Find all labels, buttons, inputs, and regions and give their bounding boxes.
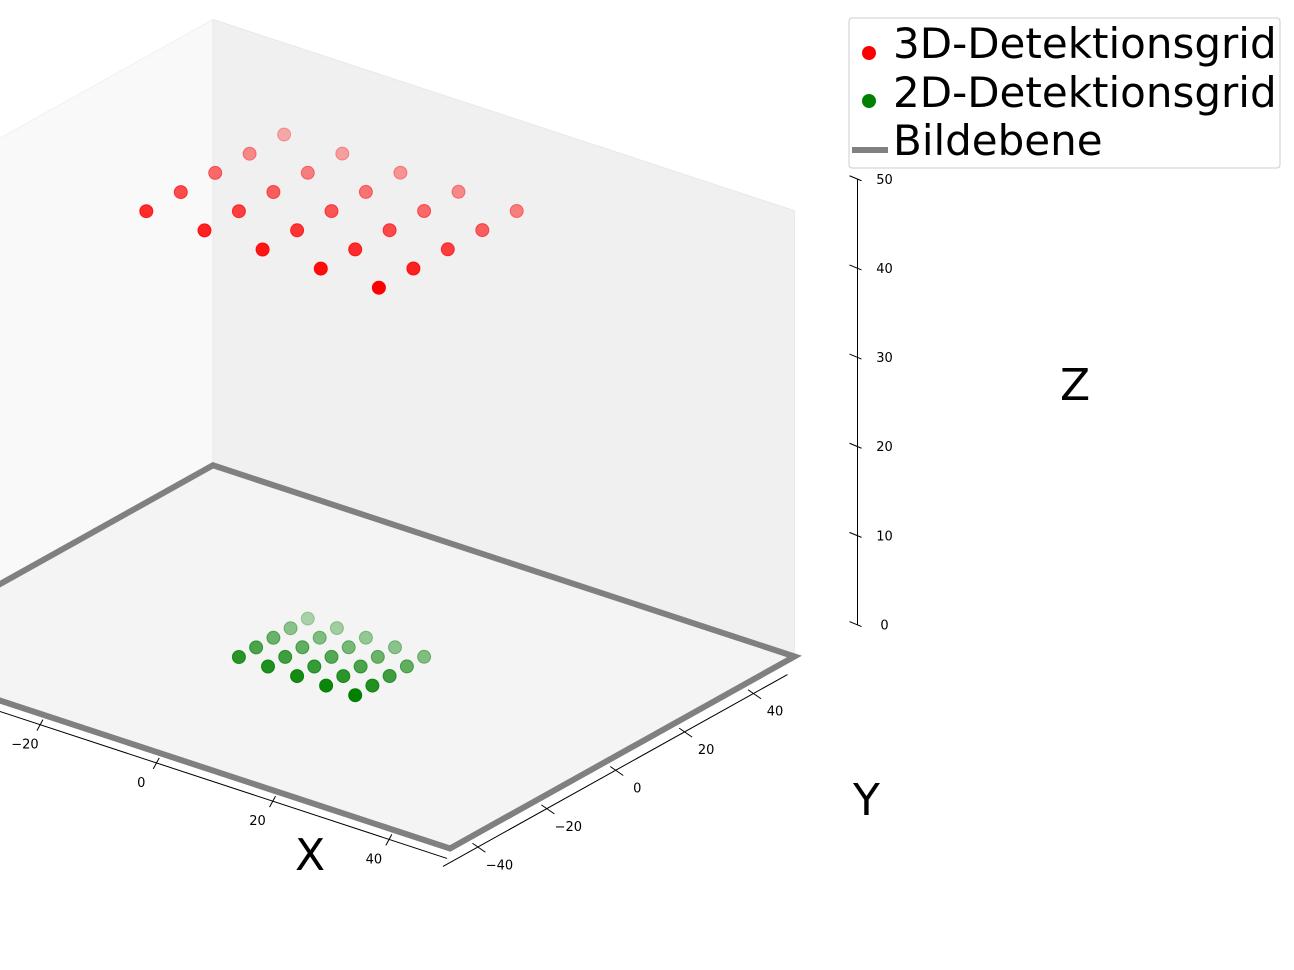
- y-tick-label: 40: [767, 705, 784, 720]
- grid-3d-point: [300, 165, 315, 180]
- grid-3d-point: [335, 146, 350, 161]
- x-tick-label: 20: [249, 814, 266, 829]
- y-tick: [678, 727, 693, 738]
- grid-3d-point: [290, 223, 305, 238]
- grid-3d-point: [313, 261, 328, 276]
- grid-2d-point: [353, 659, 368, 674]
- legend-marker-2d: [862, 94, 876, 108]
- x-axis-title: X: [295, 830, 325, 881]
- z-tick: [849, 264, 862, 271]
- y-tick-label: −40: [486, 858, 513, 873]
- grid-2d-layer: [231, 611, 432, 703]
- x-tick: [36, 719, 44, 731]
- grid-3d-point: [371, 280, 386, 295]
- grid-2d-point: [348, 688, 363, 703]
- grid-2d-point: [231, 650, 246, 664]
- grid-3d-point: [393, 165, 408, 180]
- y-tick-label: −20: [555, 820, 582, 835]
- z-tick-label: 10: [876, 529, 893, 544]
- grid-2d-point: [290, 669, 305, 684]
- x-tick: [385, 834, 393, 846]
- legend-label-3d: 3D-Detektionsgrid: [893, 19, 1277, 68]
- grid-3d-point: [348, 242, 363, 257]
- grid-3d-point: [417, 204, 432, 218]
- grid-3d-point: [324, 204, 339, 219]
- image-plane-layer: [0, 462, 802, 852]
- z-tick-label: 0: [880, 619, 888, 634]
- image-plane-outline: [0, 462, 802, 852]
- legend-label-plane: Bildebene: [893, 116, 1103, 165]
- z-tick: [849, 175, 862, 182]
- grid-2d-point: [341, 640, 356, 655]
- grid-3d-point: [406, 261, 421, 276]
- grid-3d-point: [509, 204, 524, 218]
- y-tick-label: 0: [633, 782, 641, 797]
- z-tick-label: 20: [876, 440, 893, 455]
- grid-3d-point: [277, 127, 292, 142]
- grid-2d-point: [399, 659, 414, 674]
- grid-2d-point: [295, 640, 310, 655]
- y-tick-label: 20: [698, 743, 715, 758]
- grid-2d-point: [358, 630, 373, 645]
- grid-3d-point: [475, 223, 490, 238]
- grid-3d-point: [440, 242, 455, 257]
- grid-2d-point: [329, 621, 344, 636]
- grid-2d-point: [365, 678, 380, 693]
- z-tick: [849, 621, 862, 628]
- grid-3d-point: [242, 146, 257, 161]
- z-tick-label: 30: [876, 351, 893, 366]
- grid-3d-point: [255, 242, 270, 257]
- legend-marker-3d: [862, 46, 876, 60]
- y-axis-title: Y: [852, 775, 880, 826]
- y-tick: [609, 766, 624, 776]
- grid-2d-point: [336, 669, 351, 684]
- x-tick-label: −20: [11, 738, 38, 753]
- z-tick-label: 50: [876, 173, 893, 188]
- grid-2d-point: [283, 621, 298, 636]
- grid-2d-point: [370, 649, 385, 664]
- grid-2d-point: [300, 611, 315, 626]
- axis-panes: [0, 18, 796, 850]
- grid-2d-point: [388, 640, 402, 655]
- z-tick: [849, 353, 862, 360]
- grid-3d-point: [208, 165, 223, 180]
- z-tick: [849, 531, 862, 538]
- x-tick: [152, 757, 160, 770]
- grid-3d-point: [173, 185, 188, 200]
- grid-2d-point: [261, 659, 275, 674]
- grid-3d-point: [358, 184, 373, 199]
- x-tick-label: 0: [137, 776, 145, 791]
- grid-3d-point: [139, 204, 154, 219]
- z-tick: [849, 442, 862, 449]
- legend-label-2d: 2D-Detektionsgrid: [893, 68, 1277, 117]
- y-tick: [472, 842, 486, 853]
- z-tick-label: 40: [876, 262, 893, 277]
- legend-frame: [848, 17, 1281, 169]
- grid-2d-point: [266, 630, 281, 645]
- grid-2d-point: [312, 630, 327, 645]
- x-tick: [269, 795, 276, 808]
- grid-3d-point: [231, 204, 246, 219]
- grid-3d-layer: [139, 127, 524, 295]
- grid-2d-point: [382, 669, 397, 683]
- x-tick-label: 40: [366, 852, 383, 867]
- z-axis-title: Z: [1060, 360, 1090, 411]
- grid-2d-point: [417, 649, 432, 664]
- y-tick: [747, 689, 762, 700]
- grid-3d-point: [382, 223, 397, 238]
- legend: 3D-Detektionsgrid 2D-Detektionsgrid Bild…: [848, 17, 1281, 169]
- grid-3d-point: [266, 185, 281, 199]
- grid-2d-point: [249, 640, 264, 655]
- grid-2d-point: [278, 649, 293, 664]
- grid-2d-point: [324, 649, 339, 664]
- grid-3d-point: [451, 184, 466, 199]
- grid-2d-point: [307, 659, 322, 674]
- grid-2d-point: [319, 678, 334, 693]
- grid-3d-point: [197, 223, 212, 238]
- y-tick: [541, 804, 555, 815]
